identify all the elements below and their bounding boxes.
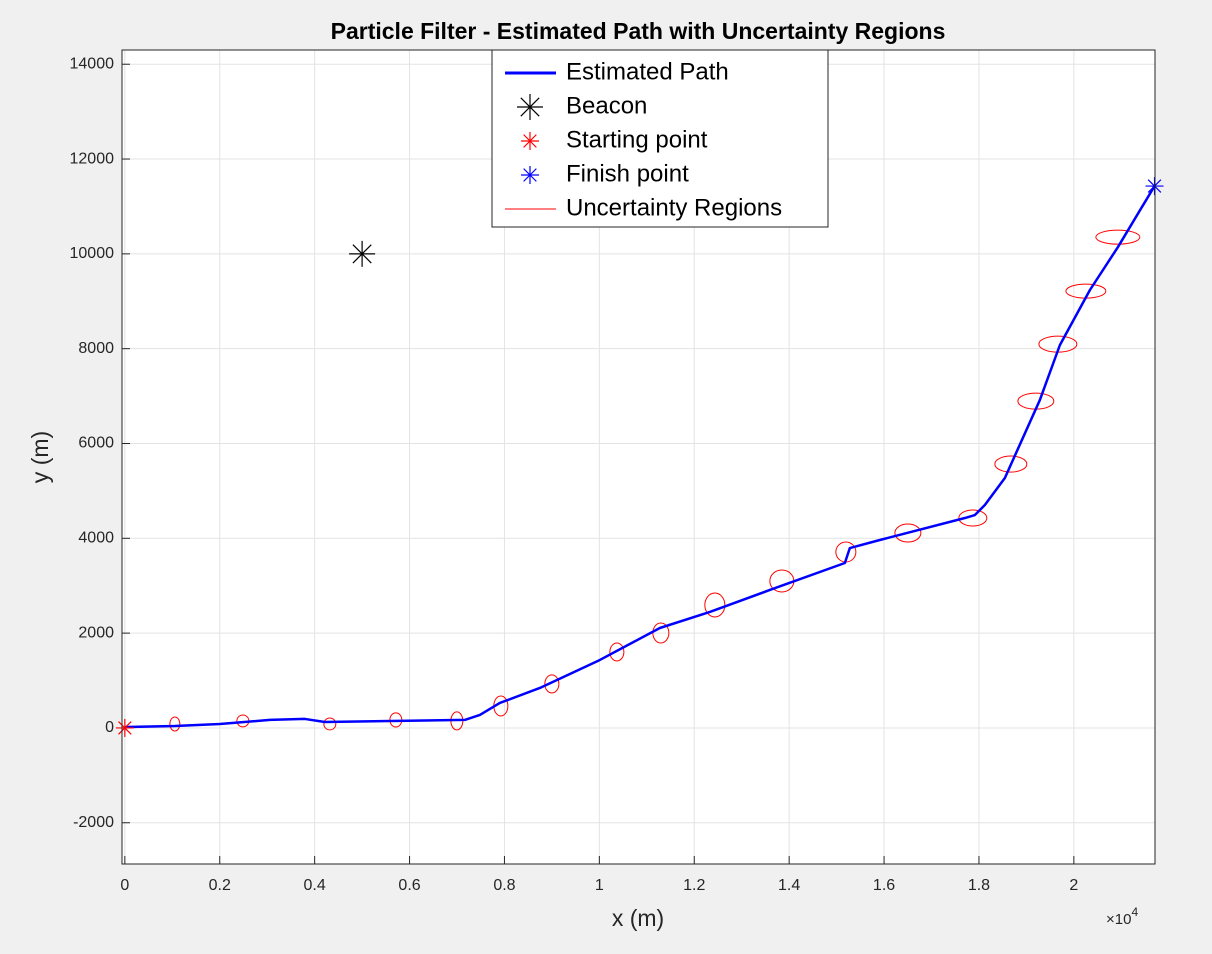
uncertainty-ellipse (894, 523, 922, 543)
uncertainty-ellipse (1095, 229, 1141, 245)
uncertainty-ellipse (958, 509, 988, 527)
chart-title: Particle Filter - Estimated Path with Un… (331, 18, 946, 44)
legend-marker (521, 132, 539, 150)
legend-label: Finish point (566, 160, 689, 187)
uncertainty-ellipse (169, 716, 181, 732)
x-multiplier-exponent: 4 (1131, 905, 1138, 919)
x-tick-label: 1 (595, 877, 604, 894)
legend-label: Uncertainty Regions (566, 194, 782, 221)
legend-box (491, 49, 829, 228)
y-tick-label: 4000 (78, 530, 114, 547)
x-multiplier-base: ×10 (1106, 911, 1131, 928)
legend-label: Estimated Path (566, 58, 729, 85)
x-tick-label: 1.2 (683, 877, 705, 894)
legend-marker (521, 166, 539, 184)
x-tick-label: 0.2 (209, 877, 231, 894)
x-tick-label: 0.4 (304, 877, 326, 894)
x-tick-label: 1.4 (778, 877, 800, 894)
y-tick-label: 8000 (78, 340, 114, 357)
point-marker-stroke (118, 721, 132, 735)
y-tick-label: 12000 (70, 150, 115, 167)
legend: Estimated Path Beacon Starting point Finish… (491, 49, 829, 228)
x-tick-label: 0.8 (493, 877, 515, 894)
y-tick-label: 2000 (78, 624, 114, 641)
estimated-path (124, 185, 1156, 729)
y-tick-label: 10000 (70, 245, 115, 262)
x-tick-label: 1.8 (968, 877, 990, 894)
marks (115, 177, 1164, 737)
point-marker-stroke (352, 244, 372, 264)
x-tick-label: 0.6 (398, 877, 420, 894)
uncertainty-ellipse (704, 592, 726, 618)
y-tick-label: 14000 (70, 55, 115, 72)
uncertainty-ellipse (994, 455, 1028, 473)
y-axis-label: y (m) (27, 431, 53, 483)
uncertainty-ellipse (323, 717, 337, 731)
legend-marker-stroke (523, 168, 537, 182)
point-marker (349, 240, 376, 267)
legend-label: Starting point (566, 126, 708, 153)
y-tick-label: -2000 (73, 814, 114, 831)
x-axis-label: x (m) (612, 905, 664, 931)
y-tick-label: 6000 (78, 435, 114, 452)
legend-marker-stroke (523, 134, 537, 148)
legend-label: Beacon (566, 92, 647, 119)
point-marker (115, 718, 134, 737)
uncertainty-ellipse (609, 642, 625, 662)
legend-marker (517, 94, 543, 120)
uncertainty-ellipse (544, 674, 560, 694)
legend-marker-stroke (520, 97, 540, 117)
x-multiplier: ×104 (1106, 905, 1138, 928)
x-tick-label: 0 (120, 877, 129, 894)
y-tick-label: 0 (105, 719, 114, 736)
x-tick-label: 2 (1069, 877, 1078, 894)
x-tick-label: 1.6 (873, 877, 895, 894)
